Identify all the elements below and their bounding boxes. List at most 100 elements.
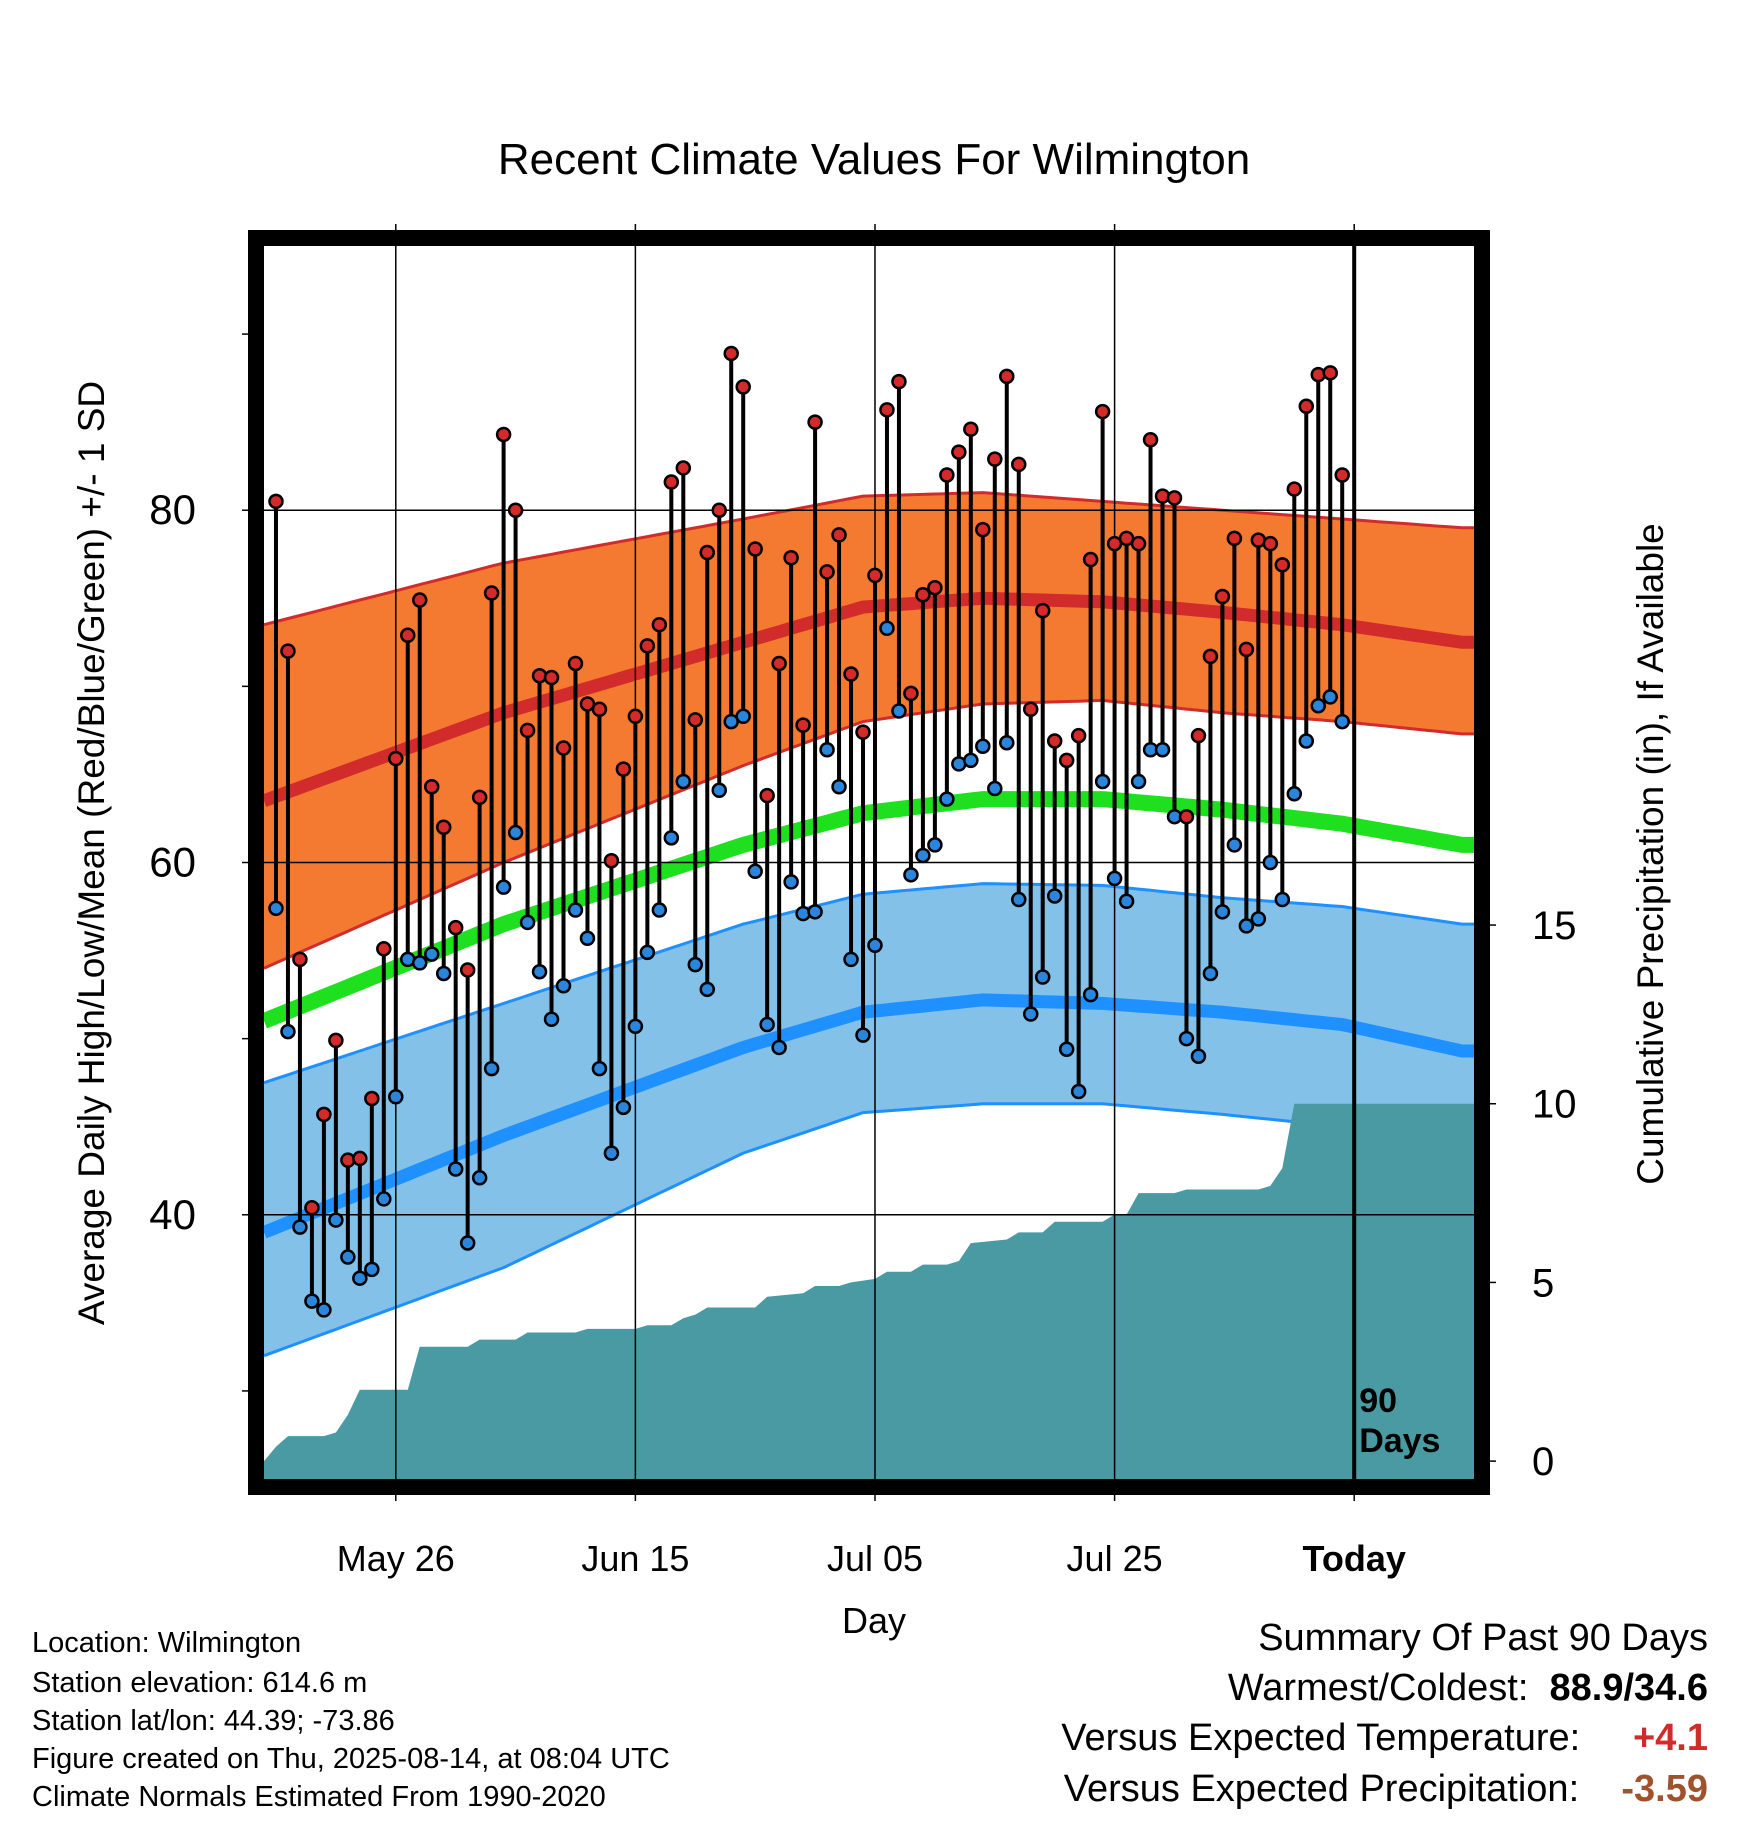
daily-high-point: [507, 502, 524, 518]
daily-high-point: [304, 1199, 320, 1216]
daily-low-point: [1238, 918, 1255, 934]
daily-high-point: [879, 402, 895, 418]
daily-low-point: [927, 837, 943, 853]
daily-high-point: [1142, 432, 1159, 448]
daily-high-point: [1058, 752, 1075, 769]
daily-low-point: [376, 1191, 392, 1207]
daily-low-point: [1130, 773, 1147, 790]
daily-low-point: [663, 830, 680, 846]
daily-low-point: [711, 782, 727, 799]
daily-high-point: [423, 779, 440, 795]
normal-low-band: [264, 883, 1474, 1356]
daily-high-point: [519, 722, 536, 739]
summary-title: Summary Of Past 90 Days: [1258, 1617, 1708, 1659]
daily-low-point: [555, 978, 572, 994]
daily-high-point: [400, 627, 416, 644]
daily-high-point: [855, 724, 871, 740]
daily-low-point: [1094, 773, 1111, 790]
y2-tick-label: 15: [1532, 904, 1577, 948]
daily-low-point: [531, 963, 548, 980]
daily-low-point: [519, 914, 536, 931]
daily-high-point: [627, 708, 644, 725]
daily-high-point: [723, 345, 739, 362]
daily-high-point: [915, 587, 931, 603]
warm-cold-label: Warmest/Coldest:: [1227, 1667, 1529, 1709]
daily-low-point: [1118, 893, 1135, 910]
x-tick-label: Jul 05: [827, 1538, 923, 1579]
daily-high-point: [471, 789, 488, 806]
daily-high-point: [364, 1090, 380, 1107]
daily-high-point: [807, 414, 823, 430]
daily-low-point: [1034, 969, 1051, 985]
daily-low-point: [591, 1060, 608, 1077]
daily-high-point: [459, 962, 476, 978]
daily-low-point: [340, 1249, 356, 1265]
daily-high-point: [555, 740, 572, 756]
daily-low-point: [639, 944, 656, 961]
daily-high-point: [1262, 535, 1279, 552]
precip-area: [264, 1103, 1474, 1479]
chart-title: Recent Climate Values For Wilmington: [498, 135, 1250, 184]
daily-high-point: [735, 379, 751, 395]
daily-high-point: [747, 541, 763, 557]
daily-high-point: [903, 685, 919, 702]
daily-high-point: [1166, 490, 1183, 506]
daily-low-point: [735, 708, 751, 725]
daily-high-point: [543, 669, 560, 686]
daily-low-point: [879, 620, 895, 636]
daily-high-point: [759, 787, 775, 804]
daily-low-point: [699, 981, 716, 998]
daily-high-point: [1274, 557, 1291, 573]
x-tick-label: Jul 25: [1067, 1538, 1163, 1579]
daily-low-point: [1334, 713, 1350, 730]
daily-high-point: [771, 655, 787, 672]
precip-anomaly-row: Versus Expected Precipitation: -3.59: [1064, 1768, 1708, 1811]
today-days-label: 90 Days: [1359, 1382, 1440, 1460]
daily-high-point: [699, 544, 716, 561]
y-axis-label: Average Daily High/Low/Mean (Red/Blue/Gr…: [71, 381, 112, 1325]
location-text: Location: Wilmington: [32, 1627, 302, 1659]
daily-high-point: [1202, 648, 1219, 665]
daily-low-point: [747, 863, 763, 880]
daily-low-point: [819, 742, 835, 758]
x-tick-label: May 26: [337, 1538, 455, 1579]
daily-low-point: [771, 1039, 787, 1056]
y-tick-label: 80: [149, 486, 196, 533]
daily-low-point: [807, 904, 823, 920]
x-tick-label: Jun 15: [581, 1538, 689, 1579]
daily-low-point: [1022, 1006, 1039, 1022]
temp-anomaly-label: Versus Expected Temperature:: [1061, 1717, 1581, 1759]
daily-high-point: [819, 564, 835, 580]
daily-low-point: [364, 1261, 380, 1278]
daily-low-point: [459, 1235, 476, 1251]
daily-high-point: [867, 567, 883, 584]
daily-high-point: [999, 368, 1015, 385]
daily-high-point: [268, 493, 284, 510]
daily-high-point: [1178, 808, 1195, 825]
daily-high-point: [639, 638, 656, 654]
daily-low-point: [1250, 911, 1267, 927]
daily-high-point: [795, 717, 811, 733]
daily-high-point: [711, 502, 727, 518]
daily-high-point: [376, 941, 392, 957]
daily-low-point: [783, 874, 799, 890]
daily-low-point: [1286, 786, 1303, 802]
daily-high-point: [687, 712, 704, 728]
daily-low-point: [1046, 888, 1063, 904]
daily-low-point: [603, 1145, 620, 1161]
daily-low-point: [328, 1212, 344, 1228]
daily-high-point: [1238, 641, 1255, 658]
daily-high-point: [567, 655, 584, 672]
daily-low-point: [483, 1060, 500, 1077]
daily-low-point: [651, 902, 668, 918]
daily-low-point: [1298, 733, 1315, 749]
low-minus-sd-edge: [263, 1102, 1474, 1358]
daily-low-point: [999, 734, 1015, 751]
daily-low-point: [280, 1023, 296, 1040]
daily-high-point: [316, 1106, 332, 1123]
daily-low-point: [352, 1270, 368, 1286]
daily-high-point: [1226, 530, 1243, 547]
daily-low-point: [891, 703, 907, 719]
daily-low-point: [687, 956, 704, 973]
